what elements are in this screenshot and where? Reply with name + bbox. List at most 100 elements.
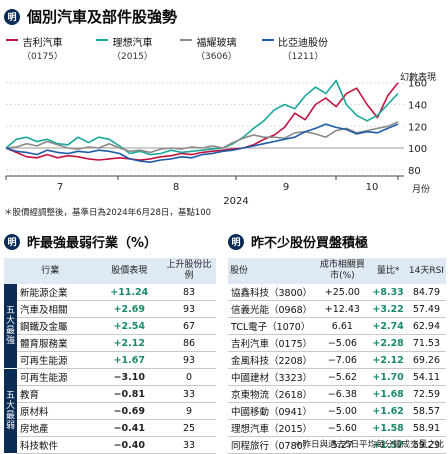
industry-performance: −3.10: [96, 368, 162, 386]
series-line-1: [5, 79, 399, 156]
legend-code: （0175）: [22, 52, 63, 62]
chart-title: 個別汽車及部件股強勢: [27, 8, 178, 26]
stock-name: 京東物流（2618）: [228, 385, 316, 403]
legend-code: （1211）: [282, 52, 324, 62]
left-header: 明 昨最強最弱行業（%）: [4, 232, 157, 251]
col-performance: 股價表現: [96, 258, 162, 284]
table-row: 中國建材（3323） −5.62 +1.70 54.11: [228, 368, 446, 386]
industry-name: 原材料: [17, 402, 97, 420]
group-strongest: 五大最強: [4, 284, 17, 369]
stock-rsi: 54.11: [406, 368, 446, 386]
table-row: 房地產 −0.41 25: [4, 419, 216, 437]
table-row: 中國移動（0941） −5.00 +1.62 58.57: [228, 402, 446, 420]
stock-name: 金風科技（2208）: [228, 351, 316, 369]
industry-name: 汽車及相關: [17, 300, 97, 318]
stock-rsi: 58.57: [406, 402, 446, 420]
stock-related: +12.43: [315, 300, 370, 318]
table-row: 吉利汽車（0175） −5.06 +2.28 71.53: [228, 334, 446, 352]
legend-item-geely: 吉利汽車 （0175）: [6, 34, 63, 62]
table-row: 五大最弱 可再生能源 −3.10 0: [4, 368, 216, 454]
stock-rsi: 69.26: [406, 351, 446, 369]
industry-ratio: 86: [162, 334, 216, 352]
y-tick-label: 120: [408, 122, 427, 133]
table-row: 體育服務業 +2.12 86: [4, 334, 216, 352]
stock-rsi: 72.59: [406, 385, 446, 403]
stock-rsi: 71.53: [406, 334, 446, 352]
stock-volume-ratio: +8.33: [369, 284, 407, 301]
stock-table: 股份 成市相關買市(%) 量比* 14天RSI 協鑫科技（3800） +25.00…: [228, 258, 446, 454]
series-line-0: [5, 82, 399, 161]
legend-item-fuyao: 福耀玻璃 （3606）: [180, 34, 237, 62]
industry-performance: +2.54: [96, 317, 162, 335]
legend-swatch: [262, 39, 274, 41]
y-tick-label: 160: [408, 79, 427, 90]
x-tick-label: 7: [57, 182, 63, 193]
x-tick-label: 8: [173, 182, 179, 193]
table-row: 鋼鐵及金屬 +2.54 67: [4, 317, 216, 335]
stock-related: −5.06: [315, 334, 370, 352]
industry-ratio: 93: [162, 351, 216, 369]
table-row: 教育 −0.81 33: [4, 385, 216, 403]
table-row: TCL電子（1070） 6.61 +2.74 62.94: [228, 317, 446, 335]
group-weakest: 五大最弱: [4, 368, 17, 454]
right-title: 昨不少股份買盤積極: [251, 236, 369, 251]
stock-related: −5.00: [315, 402, 370, 420]
x-tick-label: 9: [283, 182, 289, 193]
table-row: 汽車及相關 +2.69 93: [4, 300, 216, 318]
table-row: 金風科技（2208） −7.06 +2.12 69.26: [228, 351, 446, 369]
stock-rsi: 84.79: [406, 284, 446, 301]
table-row: 原材料 −0.69 9: [4, 402, 216, 420]
stock-related: 6.61: [315, 317, 370, 335]
series-line-2: [5, 121, 399, 154]
stock-rsi: 62.94: [406, 317, 446, 335]
stock-volume-ratio: +1.62: [369, 402, 407, 420]
stock-rsi: 58.91: [406, 419, 446, 437]
industry-name: 可再生能源: [17, 351, 97, 369]
industry-performance: −0.41: [96, 419, 162, 437]
brand-badge: 明: [4, 8, 20, 25]
chart-header: 明 個別汽車及部件股強勢: [4, 6, 177, 27]
industry-name: 房地產: [17, 419, 97, 437]
stock-volume-ratio: +2.12: [369, 351, 407, 369]
industry-performance: +2.69: [96, 300, 162, 318]
table-row: 京東物流（2618） −6.38 +1.68 72.59: [228, 385, 446, 403]
industry-name: 可再生能源: [17, 368, 97, 386]
table-row: 五大最強 新能源企業 +11.24 83: [4, 284, 216, 369]
legend-swatch: [6, 39, 18, 41]
y-axis-label: 幻數表現: [400, 71, 436, 83]
series-line-3: [5, 123, 399, 163]
legend-name: 吉利汽車: [22, 38, 63, 49]
industry-name: 鋼鐵及金屬: [17, 317, 97, 335]
table-row: 理想汽車（2015） −5.60 +1.58 58.91: [228, 419, 446, 437]
col-related: 成市相關買市(%): [315, 258, 370, 284]
right-header: 明 昨不少股份買盤積極: [228, 232, 368, 251]
industry-ratio: 83: [162, 284, 216, 301]
industry-ratio: 67: [162, 317, 216, 335]
brand-badge: 明: [228, 233, 244, 250]
stock-name: 中國建材（3323）: [228, 368, 316, 386]
chart-legend: 吉利汽車 （0175） 理想汽車 （2015） 福耀玻璃 （3606） 比亞迪股…: [4, 34, 444, 68]
stock-name: 理想汽車（2015）: [228, 419, 316, 437]
industry-name: 體育服務業: [17, 334, 97, 352]
legend-name: 福耀玻璃: [196, 38, 237, 49]
footnote: ＊昨日與過去5日平均每分鐘成交量之比: [294, 440, 444, 450]
stock-related: −6.38: [315, 385, 370, 403]
col-industry: 行業: [4, 258, 97, 284]
x-tick-label: 10: [366, 182, 379, 193]
stock-related: −5.62: [315, 368, 370, 386]
y-tick-label: 140: [408, 100, 427, 111]
stock-related: −5.60: [315, 419, 370, 437]
stock-name: 吉利汽車（0175）: [228, 334, 316, 352]
stock-volume-ratio: +1.70: [369, 368, 407, 386]
table-row: 協鑫科技（3800） +25.00 +8.33 84.79: [228, 284, 446, 301]
col-volume-ratio: 量比*: [369, 258, 407, 284]
industry-performance: +2.12: [96, 334, 162, 352]
x-year-label: 2024: [223, 196, 248, 206]
stock-related: +25.00: [315, 284, 370, 301]
stock-volume-ratio: +1.58: [369, 419, 407, 437]
legend-code: （2015）: [112, 52, 153, 62]
industry-performance: −0.81: [96, 385, 162, 403]
brand-badge: 明: [4, 233, 20, 250]
left-title: 昨最強最弱行業（%）: [27, 236, 158, 251]
